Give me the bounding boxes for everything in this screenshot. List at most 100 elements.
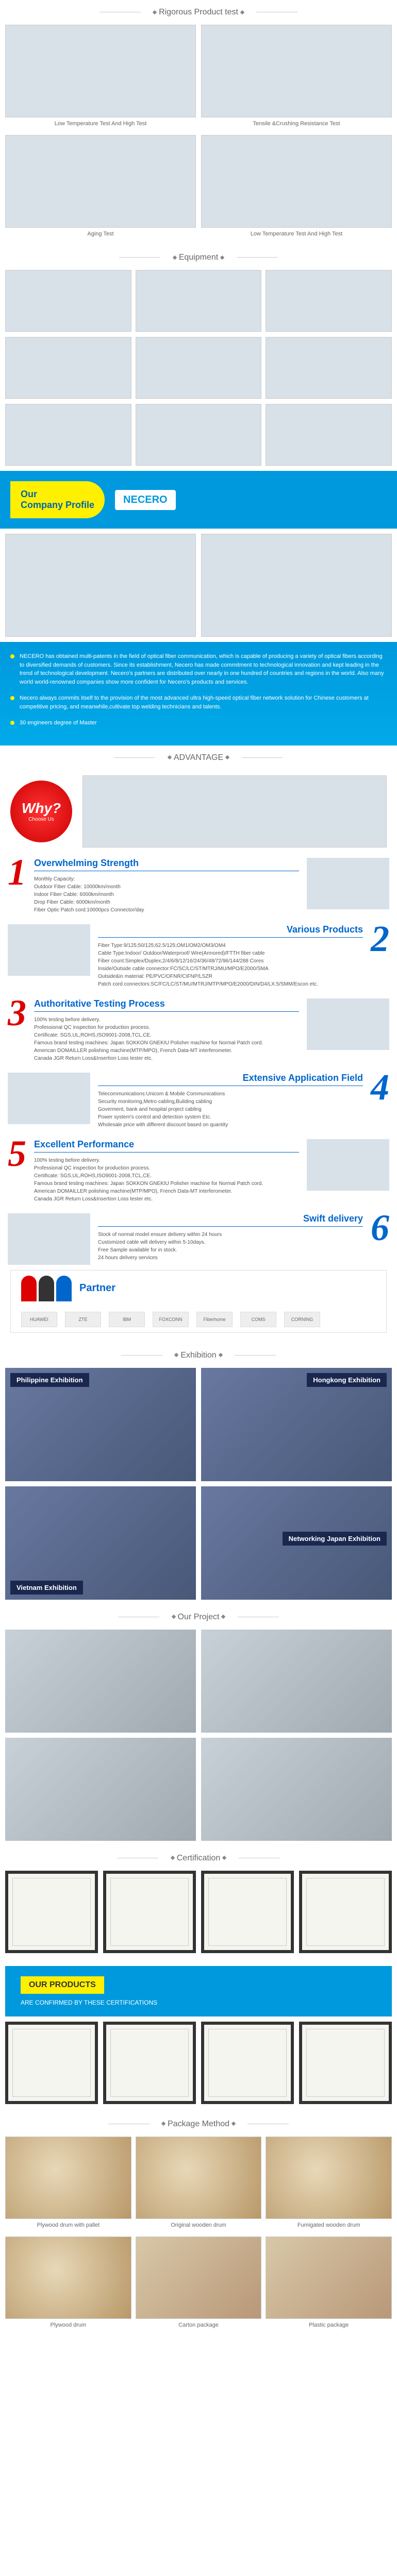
advantage-content: Excellent Performance 100% testing befor…	[34, 1139, 299, 1203]
package-caption: Plywood drum	[5, 2319, 131, 2331]
person-icon	[21, 1276, 37, 1301]
section-title-advantage: ADVANTAGE	[0, 745, 397, 770]
profile-badge: Our Company Profile	[10, 481, 105, 518]
advantage-line: 24 hours delivery services	[98, 1254, 363, 1262]
test-caption: Aging Test	[5, 228, 196, 240]
certificate-image	[201, 2022, 294, 2104]
person-icon	[39, 1276, 54, 1301]
certificate-image	[201, 1871, 294, 1953]
cert-banner-title: OUR PRODUCTS	[21, 1976, 104, 1994]
advantage-line: Fiber count:Simplex/Duplex;2/4/6/8/12/16…	[98, 957, 363, 965]
why-badge: Why? Choose Us	[10, 781, 72, 842]
exhibition-label: Networking Japan Exhibition	[283, 1532, 387, 1546]
advantage-title: Authoritative Testing Process	[34, 998, 299, 1012]
advantage-line: Fiber Type:9/125;50/125;62.5/125;OM1/OM2…	[98, 942, 363, 950]
package-item: Carton package	[136, 2236, 262, 2331]
advantage-title: Overwhelming Strength	[34, 858, 299, 871]
advantage-number: 2	[371, 924, 389, 954]
advantage-line: Professional QC inspection for productio…	[34, 1164, 299, 1172]
certificate-image	[299, 1871, 392, 1953]
package-item: Plywood drum	[5, 2236, 131, 2331]
package-caption: Plastic package	[266, 2319, 392, 2331]
test-caption: Low Temperature Test And High Test	[5, 117, 196, 130]
profile-header: Our Company Profile NECERO	[0, 471, 397, 529]
partner-logo: ZTE	[65, 1312, 101, 1327]
equipment-image	[136, 404, 262, 466]
package-image	[266, 2137, 392, 2219]
advantage-line: Certificate: SGS,UL,ROHS,ISO9001-2008,TC…	[34, 1031, 299, 1039]
advantage-line: Security monitoring,Metro cabling,Buildi…	[98, 1098, 363, 1106]
advantage-line: Fiber Optic Patch cord:10000pcs Connecto…	[34, 906, 299, 914]
profile-point: 30 engineers degree of Master	[20, 719, 97, 727]
person-icon	[56, 1276, 72, 1301]
company-logo: NECERO	[115, 490, 176, 510]
advantage-line: 100% testing before delivery.	[34, 1016, 299, 1024]
advantage-line: Goverment, bank and hospital project cab…	[98, 1106, 363, 1113]
advantage-number: 3	[8, 998, 26, 1028]
equipment-image	[266, 337, 392, 399]
advantage-image	[307, 858, 389, 909]
package-item: Plywood drum with pallet	[5, 2137, 131, 2231]
advantage-line: Power system's control and detection sys…	[98, 1113, 363, 1121]
exhibition-photo: Philippine Exhibition	[5, 1368, 196, 1481]
project-photo	[5, 1630, 196, 1733]
advantage-line: American DOMAILLER polishing machine(MTP…	[34, 1047, 299, 1055]
equipment-image	[5, 337, 131, 399]
equipment-image	[266, 270, 392, 332]
partner-logos: HUAWEIZTEIBMFOXCONNFiberhomeCOMSCORNING	[11, 1307, 386, 1332]
partner-title: Partner	[79, 1282, 115, 1294]
test-caption: Low Temperature Test And High Test	[201, 228, 392, 240]
test-item: Tensile &Crushing Resistance Test	[201, 25, 392, 130]
section-title-project: Our Project	[0, 1605, 397, 1630]
test-item: Low Temperature Test And High Test	[201, 135, 392, 240]
equipment-image	[136, 270, 262, 332]
test-image	[201, 25, 392, 117]
package-image	[266, 2236, 392, 2319]
exhibition-photo: Networking Japan Exhibition	[201, 1486, 392, 1600]
package-caption: Fumigated wooden drum	[266, 2219, 392, 2231]
company-photo	[5, 534, 196, 637]
advantage-title: Excellent Performance	[34, 1139, 299, 1153]
advantage-title: Various Products	[98, 924, 363, 938]
advantage-image	[307, 998, 389, 1050]
certification-banner: OUR PRODUCTS ARE CONFIRMED BY THESE CERT…	[5, 1966, 392, 2016]
advantage-content: Extensive Application Field Telecommunic…	[98, 1073, 363, 1129]
advantage-line: Wholesale price with different discount …	[98, 1121, 363, 1129]
advantage-line: Inside/Outside cable connector:FC/SC/LC/…	[98, 965, 363, 973]
advantage-line: Free Sample available for in stock.	[98, 1246, 363, 1254]
project-photo	[201, 1738, 392, 1841]
equipment-image	[266, 404, 392, 466]
advantage-row: Various Products Fiber Type:9/125;50/125…	[0, 919, 397, 993]
advantage-line: Indoor Fiber Cable: 6000km/month	[34, 891, 299, 899]
advantage-number: 5	[8, 1139, 26, 1169]
advantage-row: Extensive Application Field Telecommunic…	[0, 1067, 397, 1134]
advantage-number: 6	[371, 1213, 389, 1243]
package-item: Original wooden drum	[136, 2137, 262, 2231]
advantage-row: Swift delivery Stock of normal model ens…	[0, 1208, 397, 1270]
package-image	[5, 2236, 131, 2319]
certificate-image	[103, 1871, 196, 1953]
advantage-line: Famous brand testing machines: Japan SOK…	[34, 1180, 299, 1188]
advantage-line: Professional QC inspection for productio…	[34, 1024, 299, 1031]
advantage-image	[8, 1073, 90, 1124]
test-item: Low Temperature Test And High Test	[5, 25, 196, 130]
profile-point: NECERO has obtained multi-patents in the…	[20, 652, 387, 686]
cert-banner-subtitle: ARE CONFIRMED BY THESE CERTIFICATIONS	[21, 1999, 376, 2006]
package-item: Plastic package	[266, 2236, 392, 2331]
package-image	[136, 2137, 262, 2219]
test-image	[5, 25, 196, 117]
advantage-row: 3 Authoritative Testing Process 100% tes…	[0, 993, 397, 1067]
test-caption: Tensile &Crushing Resistance Test	[201, 117, 392, 130]
advantage-line: American DOMAILLER polishing machine(MTP…	[34, 1188, 299, 1195]
exhibition-photo: Hongkong Exhibition	[201, 1368, 392, 1481]
package-image	[136, 2236, 262, 2319]
advantage-hero-image	[82, 775, 387, 848]
advantage-line: Drop Fiber Cable: 6000km/month	[34, 899, 299, 906]
certificate-image	[5, 1871, 98, 1953]
exhibition-label: Philippine Exhibition	[10, 1373, 89, 1387]
exhibition-photo: Vietnam Exhibition	[5, 1486, 196, 1600]
certificate-image	[103, 2022, 196, 2104]
package-caption: Plywood drum with pallet	[5, 2219, 131, 2231]
test-image	[5, 135, 196, 228]
equipment-image	[5, 270, 131, 332]
